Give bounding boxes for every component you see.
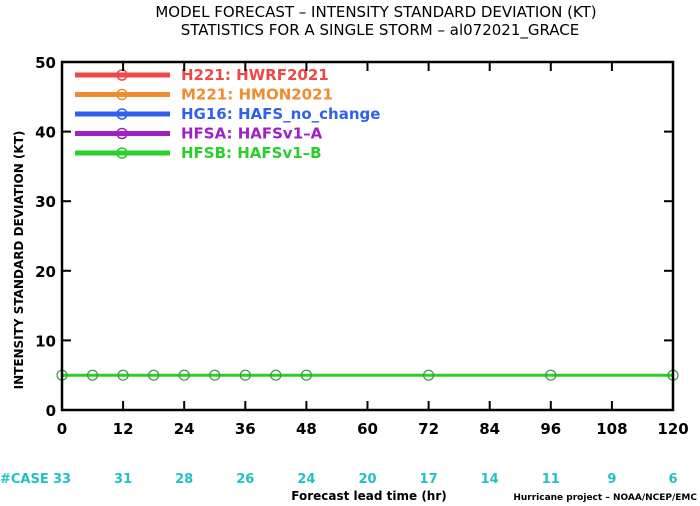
x-tick-label: 48 bbox=[296, 420, 317, 438]
series-point bbox=[148, 369, 160, 381]
x-axis-title: Forecast lead time (hr) bbox=[291, 489, 447, 503]
case-count: 6 bbox=[668, 472, 677, 487]
series-point bbox=[545, 369, 557, 381]
series-point bbox=[270, 369, 282, 381]
x-tick-label: 36 bbox=[235, 420, 256, 438]
series-point bbox=[178, 369, 190, 381]
x-axis: 0 12 24 36 48 60 72 84 96 108 120 bbox=[57, 62, 689, 438]
case-count: 26 bbox=[236, 472, 254, 487]
x-tick-label: 120 bbox=[657, 420, 688, 438]
case-count: 33 bbox=[53, 472, 71, 487]
series-point bbox=[423, 369, 435, 381]
x-tick-label: 72 bbox=[418, 420, 439, 438]
case-count: 14 bbox=[481, 472, 499, 487]
case-count: 31 bbox=[114, 472, 132, 487]
y-tick-label: 30 bbox=[35, 193, 56, 211]
series-point bbox=[86, 369, 99, 381]
chart-title: MODEL FORECAST – INTENSITY STANDARD DEVI… bbox=[155, 3, 596, 21]
case-label: #CASE bbox=[0, 472, 49, 487]
x-tick-label: 0 bbox=[57, 420, 67, 438]
y-tick-label: 40 bbox=[35, 124, 56, 142]
legend-marker bbox=[116, 69, 128, 81]
series-point bbox=[300, 369, 312, 381]
legend-marker bbox=[116, 147, 128, 159]
y-axis: 0 10 20 30 40 50 bbox=[35, 54, 673, 420]
chart-subtitle: STATISTICS FOR A SINGLE STORM – al072021… bbox=[181, 21, 580, 40]
legend-label: HG16: HAFS_no_change bbox=[181, 105, 380, 123]
y-tick-label: 0 bbox=[46, 402, 56, 420]
legend-label: HFSA: HAFSv1–A bbox=[181, 125, 323, 143]
series-point bbox=[117, 369, 129, 381]
y-tick-label: 50 bbox=[35, 54, 56, 72]
series-point bbox=[209, 369, 221, 381]
case-count: 17 bbox=[420, 472, 438, 487]
x-tick-label: 108 bbox=[596, 420, 627, 438]
x-tick-label: 60 bbox=[357, 420, 378, 438]
case-count: 28 bbox=[175, 472, 193, 487]
credit-text: Hurricane project – NOAA/NCEP/EMC bbox=[513, 493, 697, 503]
case-count: 20 bbox=[358, 472, 376, 487]
case-counts: 33 31 28 26 24 20 17 14 11 9 6 bbox=[53, 472, 678, 487]
legend-label: M221: HMON2021 bbox=[181, 86, 333, 104]
x-tick-label: 24 bbox=[174, 420, 195, 438]
x-tick-label: 96 bbox=[540, 420, 561, 438]
y-tick-label: 10 bbox=[35, 332, 56, 350]
legend-marker bbox=[116, 88, 128, 101]
case-count: 9 bbox=[607, 472, 616, 487]
case-count: 11 bbox=[542, 472, 560, 487]
series-point bbox=[239, 369, 251, 381]
legend-marker bbox=[116, 108, 128, 120]
x-tick-label: 12 bbox=[113, 420, 134, 438]
legend-marker bbox=[116, 127, 128, 140]
y-tick-label: 20 bbox=[35, 263, 56, 281]
series-layer bbox=[56, 369, 679, 381]
legend-label: HFSB: HAFSv1–B bbox=[181, 144, 322, 162]
legend-label: H221: HWRF2021 bbox=[181, 66, 329, 84]
y-axis-title: INTENSITY STANDARD DEVIATION (KT) bbox=[12, 131, 26, 390]
case-count: 24 bbox=[297, 472, 315, 487]
x-tick-label: 84 bbox=[479, 420, 500, 438]
